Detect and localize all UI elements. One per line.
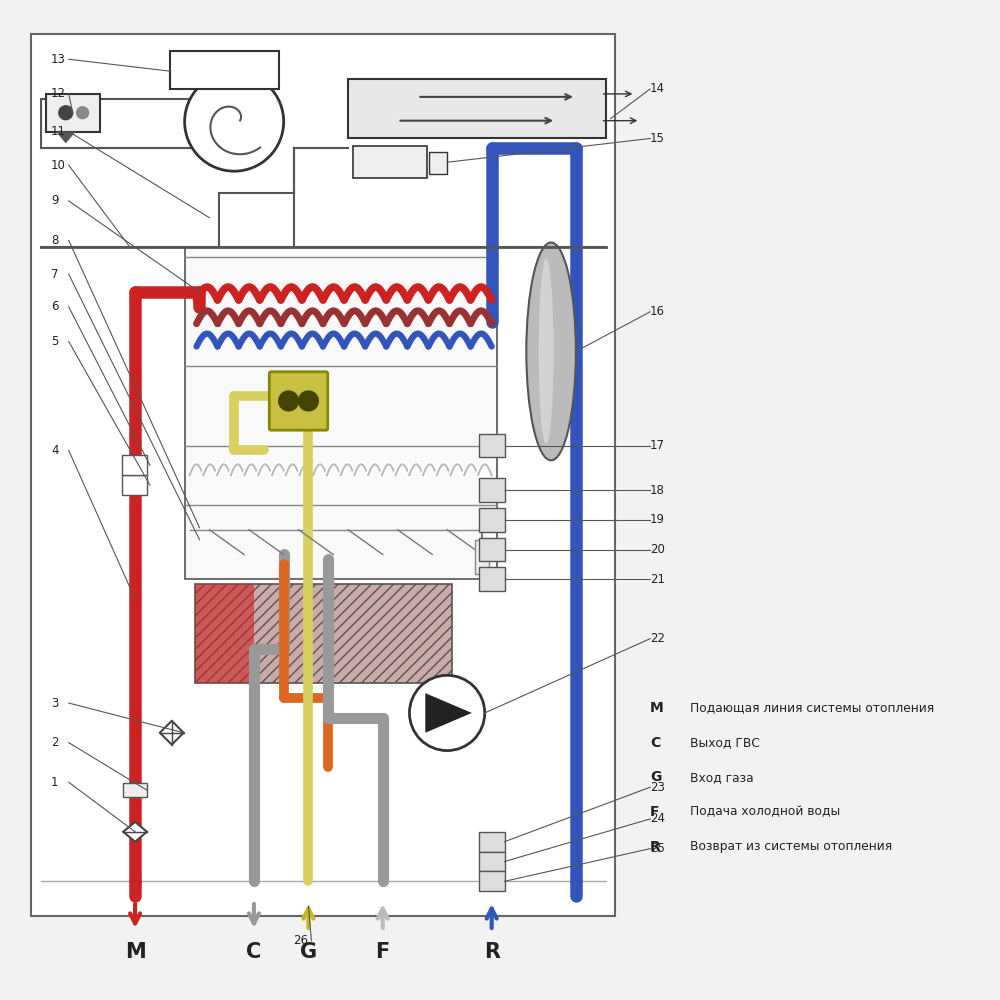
Bar (170, 51, 279, 89)
Circle shape (185, 72, 284, 171)
Bar (122, 475, 147, 495)
Circle shape (409, 675, 485, 751)
Bar (123, 783, 147, 797)
Bar (348, 79, 606, 138)
Text: 16: 16 (650, 305, 665, 318)
Bar (479, 567, 505, 591)
Text: 26: 26 (294, 934, 309, 947)
Bar (479, 852, 505, 871)
Text: 22: 22 (650, 632, 665, 645)
Bar (429, 152, 447, 174)
Text: 4: 4 (51, 444, 58, 457)
Text: R: R (484, 942, 500, 962)
Bar (475, 540, 489, 574)
Text: 5: 5 (51, 335, 58, 348)
Polygon shape (56, 132, 76, 143)
Text: 15: 15 (650, 132, 665, 145)
Ellipse shape (539, 259, 554, 444)
Text: 23: 23 (650, 781, 665, 794)
Bar (479, 871, 505, 891)
Bar (122, 455, 147, 475)
Circle shape (279, 391, 299, 411)
Text: G: G (300, 942, 317, 962)
Text: 24: 24 (650, 812, 665, 825)
Ellipse shape (526, 242, 576, 460)
Bar (195, 584, 254, 683)
Polygon shape (123, 822, 147, 842)
Circle shape (299, 391, 318, 411)
Text: Вход газа: Вход газа (690, 771, 753, 784)
Bar (31, 34, 615, 916)
Text: G: G (650, 770, 662, 784)
Text: 7: 7 (51, 268, 58, 281)
Text: 11: 11 (51, 125, 66, 138)
FancyBboxPatch shape (269, 372, 328, 430)
Bar (46, 94, 100, 132)
Text: F: F (376, 942, 390, 962)
Text: 19: 19 (650, 513, 665, 526)
Polygon shape (425, 693, 472, 733)
Bar (195, 584, 452, 683)
Bar (41, 99, 239, 148)
Text: C: C (650, 736, 660, 750)
Polygon shape (160, 721, 184, 745)
Text: 3: 3 (51, 697, 58, 710)
Text: 8: 8 (51, 234, 58, 247)
Text: Подача холодной воды: Подача холодной воды (690, 805, 840, 818)
Circle shape (59, 106, 73, 120)
Bar (479, 538, 505, 561)
Text: 21: 21 (650, 573, 665, 586)
Text: 9: 9 (51, 194, 58, 207)
Text: C: C (246, 942, 262, 962)
Text: Выход ГВС: Выход ГВС (690, 736, 760, 749)
Text: 17: 17 (650, 439, 665, 452)
Text: 18: 18 (650, 484, 665, 497)
Text: 6: 6 (51, 300, 58, 313)
Bar (479, 832, 505, 852)
Text: Подающая линия системы отопления: Подающая линия системы отопления (690, 701, 934, 714)
Text: R: R (650, 840, 661, 854)
Bar (479, 478, 505, 502)
Text: 13: 13 (51, 53, 66, 66)
Text: Возврат из системы отопления: Возврат из системы отопления (690, 840, 892, 853)
Bar (185, 247, 497, 579)
Text: 14: 14 (650, 82, 665, 95)
Bar (353, 146, 427, 178)
Bar (479, 434, 505, 457)
Text: M: M (650, 701, 664, 715)
Text: 12: 12 (51, 87, 66, 100)
Bar (479, 508, 505, 532)
Text: 20: 20 (650, 543, 665, 556)
Text: 1: 1 (51, 776, 58, 789)
Text: 25: 25 (650, 842, 665, 855)
Text: M: M (125, 942, 145, 962)
Text: F: F (650, 805, 660, 819)
Text: 2: 2 (51, 736, 58, 749)
Text: 10: 10 (51, 159, 66, 172)
Circle shape (77, 107, 89, 119)
